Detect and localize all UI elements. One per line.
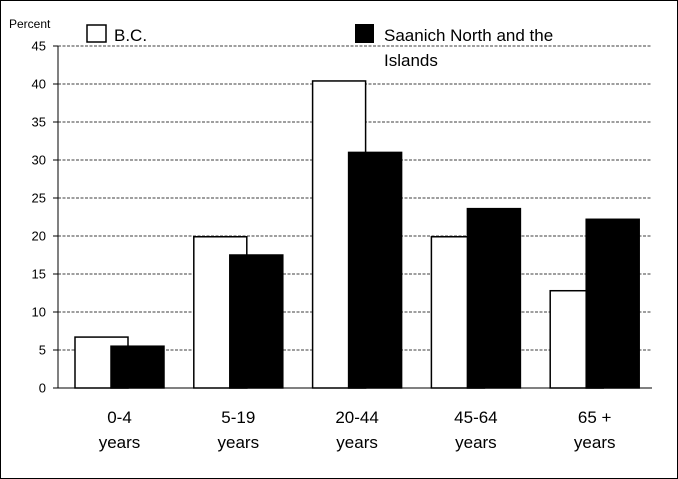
x-category-label: years [336, 433, 378, 452]
bars [74, 80, 640, 389]
x-category-label: 5-19 [221, 408, 255, 427]
y-tick-label: 15 [32, 267, 46, 282]
x-category-label: years [99, 433, 141, 452]
x-category-labels: 0-4 years 5-19 years 20-44 years 45-64 years 65 … [99, 408, 616, 452]
axes [57, 46, 652, 389]
y-tick-label: 35 [32, 115, 46, 130]
x-category-label: 20-44 [335, 408, 378, 427]
bar-saanich [347, 151, 403, 389]
bar-saanich [110, 345, 165, 389]
x-category-label: 65 + [578, 408, 612, 427]
y-tick-label: 45 [32, 39, 46, 54]
y-tick-label: 5 [39, 343, 46, 358]
bar-saanich [229, 254, 284, 389]
y-tick-label: 40 [32, 77, 46, 92]
x-category-label: years [574, 433, 616, 452]
bar-saanich [466, 207, 522, 389]
legend-label-saanich-line2: Islands [384, 51, 438, 70]
y-axis-label: Percent [9, 17, 51, 31]
legend-swatch-saanich [355, 24, 374, 43]
x-category-label: years [218, 433, 260, 452]
y-tick-labels: 0 5 10 15 20 25 30 35 40 45 [32, 39, 58, 396]
x-category-label: 45-64 [454, 408, 497, 427]
y-tick-label: 0 [39, 381, 46, 396]
bar-saanich [585, 218, 640, 389]
y-tick-label: 30 [32, 153, 46, 168]
x-category-label: 0-4 [107, 408, 132, 427]
legend-label-bc: B.C. [114, 26, 147, 45]
y-tick-label: 10 [32, 305, 46, 320]
y-tick-label: 20 [32, 229, 46, 244]
x-category-label: years [455, 433, 497, 452]
legend-label-saanich-line1: Saanich North and the [384, 26, 553, 45]
legend-swatch-bc [86, 24, 107, 43]
y-tick-label: 25 [32, 191, 46, 206]
legend: B.C. Saanich North and the Islands [86, 24, 553, 70]
